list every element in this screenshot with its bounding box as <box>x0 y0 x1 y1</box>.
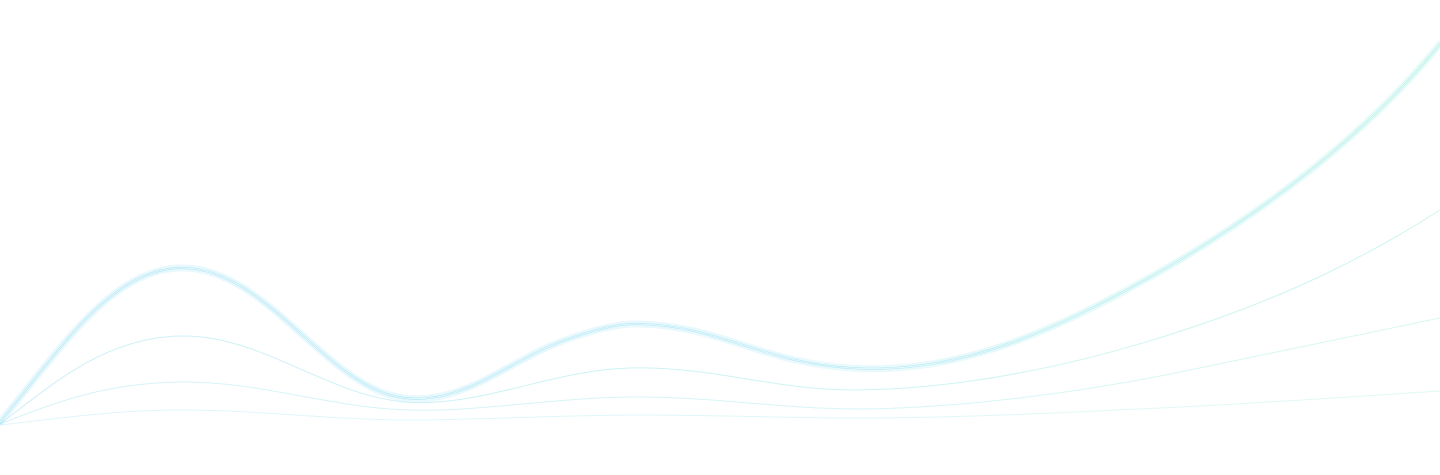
wave-line-2 <box>0 209 1440 425</box>
wave-line-main-highlight <box>0 43 1440 423</box>
wave-line-3 <box>0 317 1440 425</box>
wave-line-main <box>0 43 1440 423</box>
wave-line-4 <box>0 390 1440 426</box>
